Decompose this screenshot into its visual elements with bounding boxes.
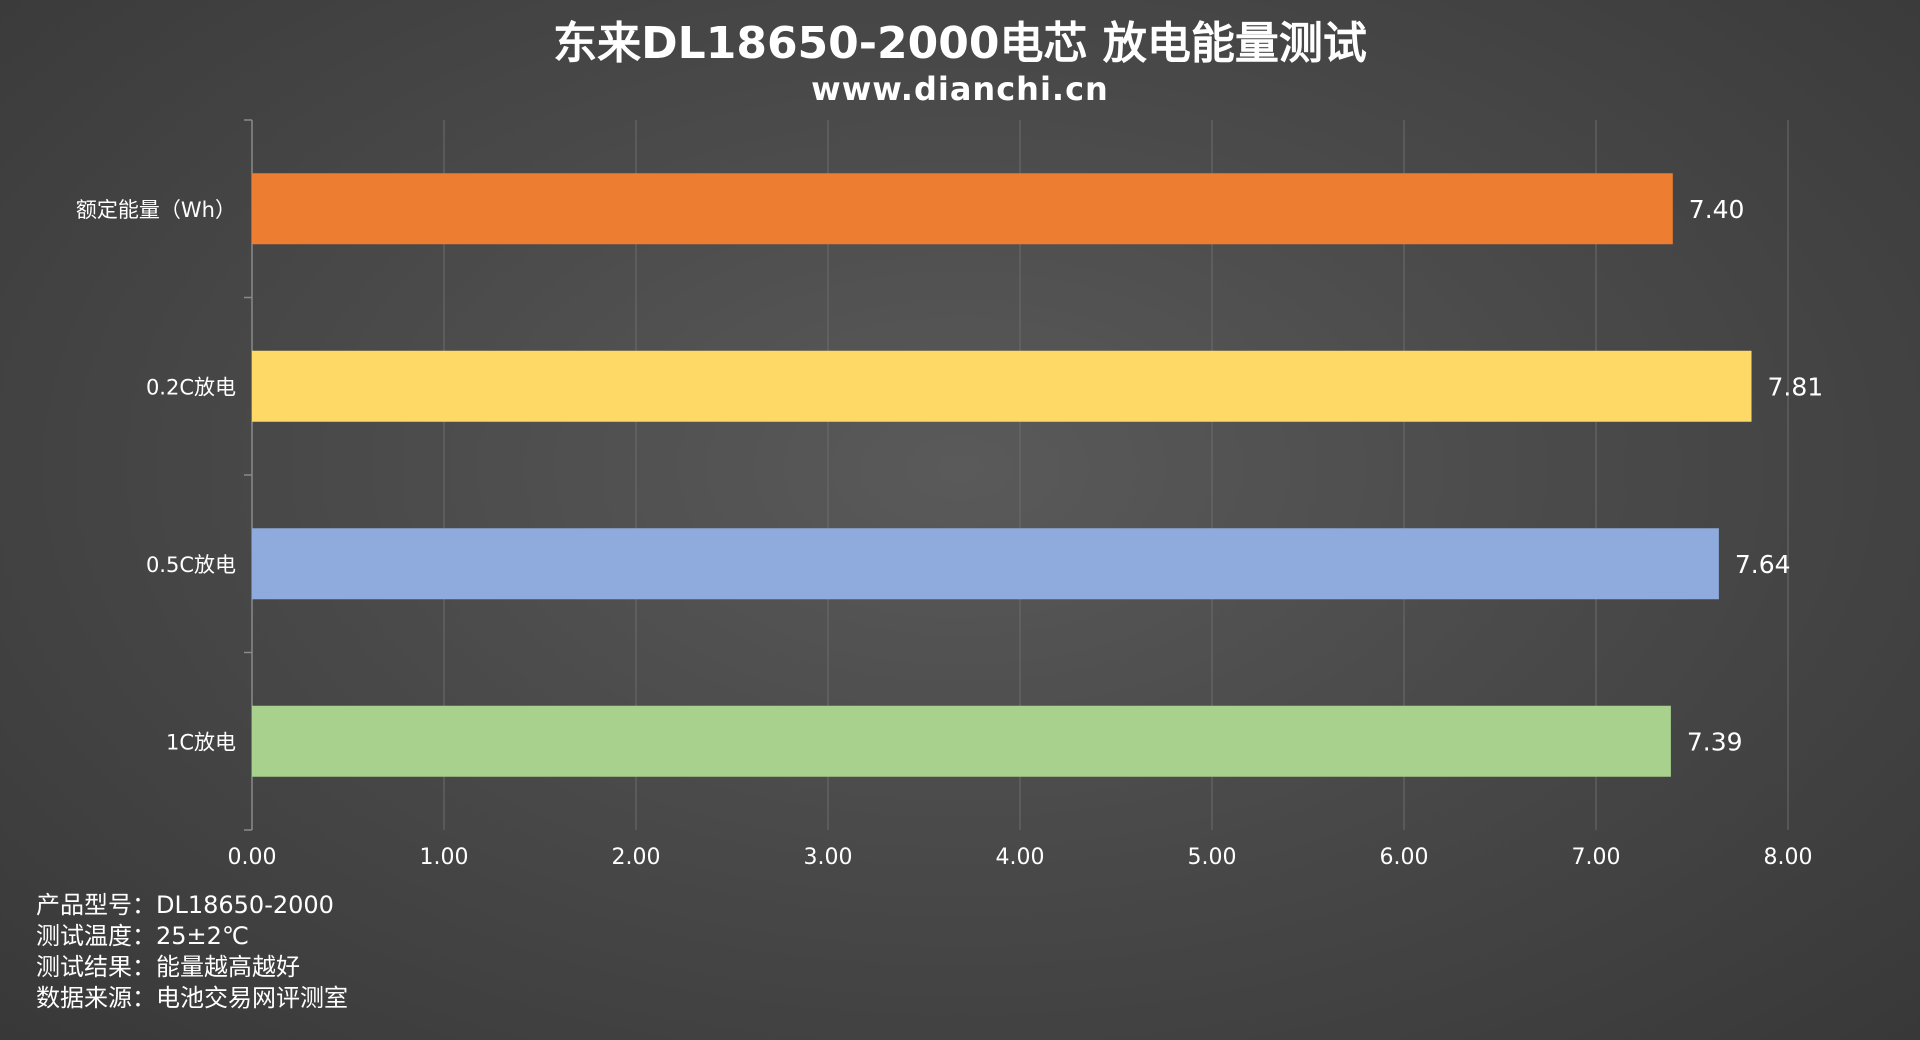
note-value: DL18650-2000	[156, 891, 334, 919]
note-source: 数据来源：电池交易网评测室	[36, 983, 348, 1014]
category-label: 额定能量（Wh）	[76, 198, 236, 222]
chart-title: 东来DL18650-2000电芯 放电能量测试	[553, 18, 1367, 69]
bar	[252, 528, 1719, 600]
x-tick-label: 1.00	[420, 845, 469, 870]
bar	[252, 173, 1673, 245]
note-label: 产品型号：	[36, 891, 156, 919]
x-tick-label: 3.00	[804, 845, 853, 870]
note-value: 电池交易网评测室	[156, 984, 348, 1012]
note-label: 测试结果：	[36, 953, 156, 981]
note-value: 能量越高越好	[156, 953, 300, 981]
category-label: 0.5C放电	[146, 553, 236, 577]
test-notes: 产品型号：DL18650-2000 测试温度：25±2℃ 测试结果：能量越高越好…	[36, 890, 348, 1014]
note-label: 测试温度：	[36, 922, 156, 950]
bars-layer	[252, 173, 1752, 777]
note-value: 25±2℃	[156, 922, 249, 950]
category-label: 1C放电	[166, 730, 236, 754]
x-tick-label: 6.00	[1380, 845, 1429, 870]
note-model: 产品型号：DL18650-2000	[36, 890, 348, 921]
chart-subtitle: www.dianchi.cn	[811, 70, 1109, 108]
bar	[252, 350, 1752, 422]
data-label: 7.40	[1689, 195, 1745, 224]
x-tick-label: 4.00	[996, 845, 1045, 870]
labels-layer: 0.00 1.00 2.00 3.00 4.00 5.00 6.00 7.00 8.00 额定能量…	[76, 195, 1823, 870]
note-result: 测试结果：能量越高越好	[36, 952, 348, 983]
data-label: 7.81	[1768, 372, 1824, 401]
bar	[252, 705, 1671, 777]
x-tick-label: 8.00	[1764, 845, 1813, 870]
x-tick-label: 2.00	[612, 845, 661, 870]
data-label: 7.39	[1687, 727, 1743, 756]
x-tick-label: 0.00	[228, 845, 277, 870]
x-tick-label: 5.00	[1188, 845, 1237, 870]
x-tick-label: 7.00	[1572, 845, 1621, 870]
category-label: 0.2C放电	[146, 375, 236, 399]
note-temperature: 测试温度：25±2℃	[36, 921, 348, 952]
data-label: 7.64	[1735, 550, 1791, 579]
note-label: 数据来源：	[36, 984, 156, 1012]
